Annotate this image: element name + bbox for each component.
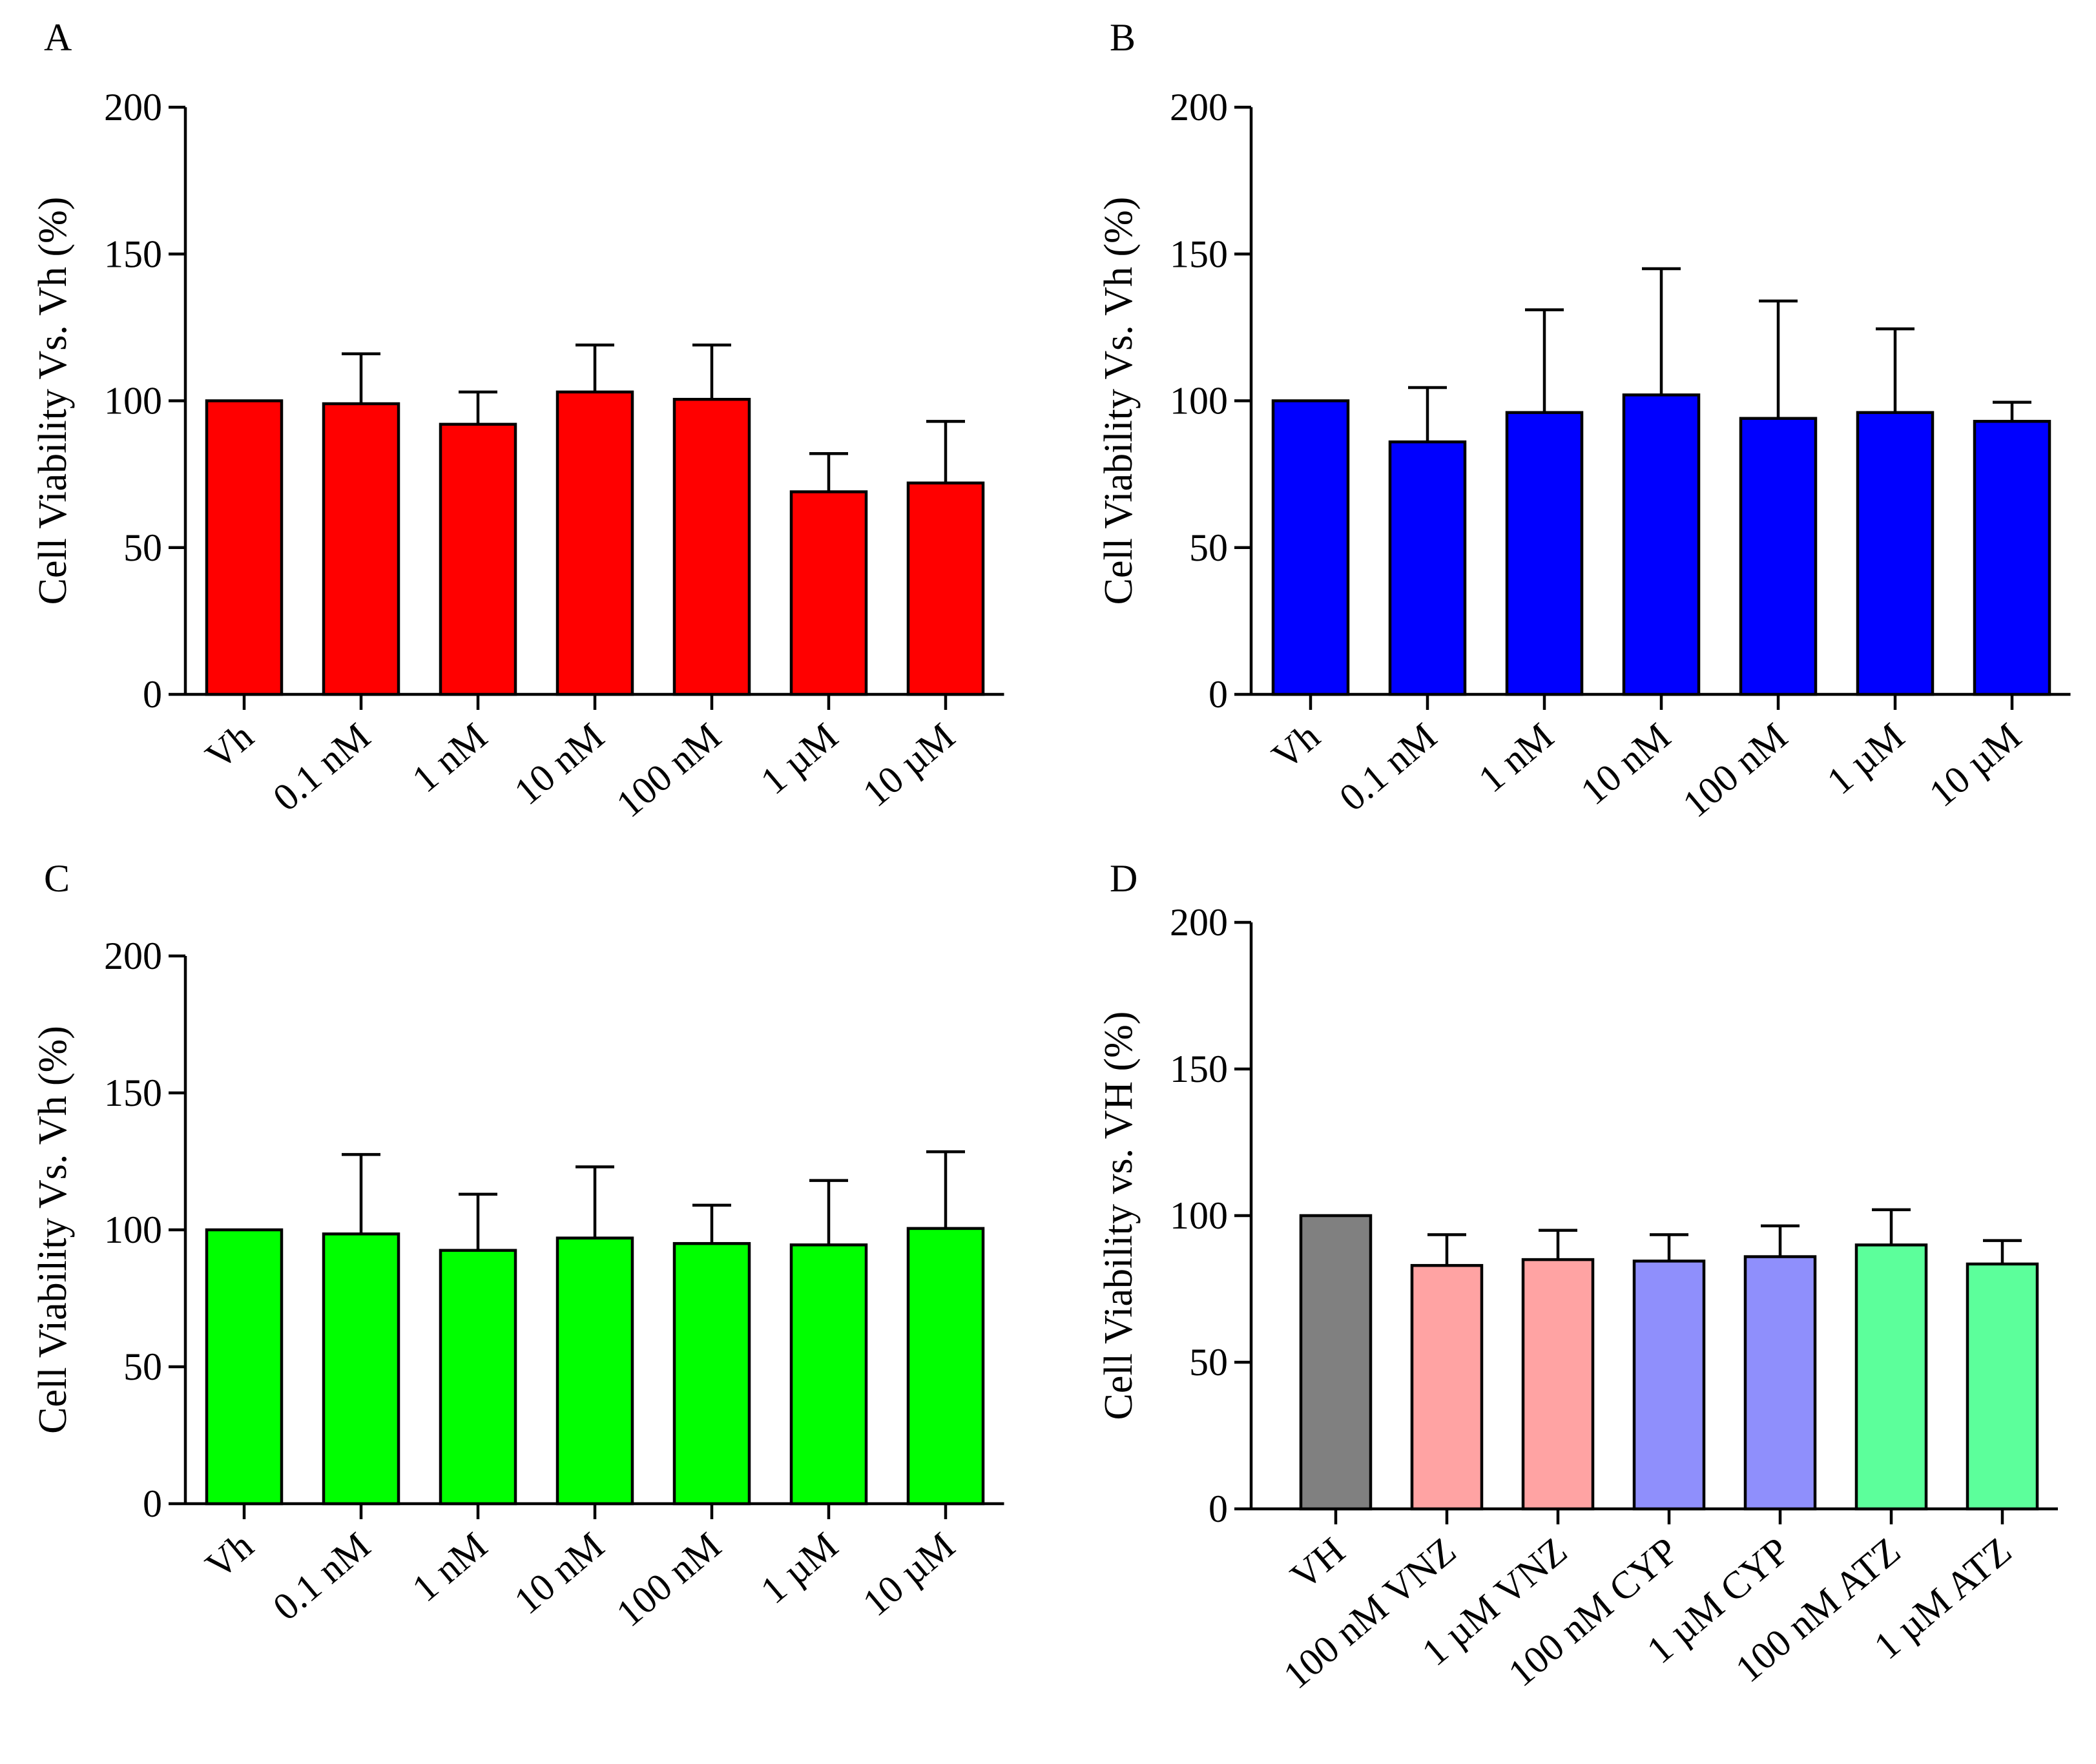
bar	[1271, 399, 1350, 696]
y-axis-title: Cell Viability vs. VH (%)	[1097, 1012, 1141, 1420]
y-tick-label: 0	[143, 673, 162, 716]
bar	[1854, 1243, 1928, 1511]
y-tick-label: 100	[1170, 1194, 1228, 1237]
x-tick-label: Vh	[198, 714, 262, 778]
bar	[672, 397, 751, 696]
bar	[906, 1227, 985, 1506]
bar	[1521, 1258, 1595, 1511]
y-tick-label: 150	[1170, 1048, 1228, 1090]
bar	[1743, 1255, 1817, 1511]
x-tick-label: 10 µM	[855, 714, 962, 815]
bar	[555, 1236, 634, 1506]
panel-label: C	[44, 857, 70, 900]
y-tick-label: 200	[1170, 901, 1228, 944]
y-tick-label: 50	[1189, 526, 1228, 569]
x-tick-label: Vh	[198, 1524, 262, 1587]
x-tick-label: 100 nM	[1675, 714, 1796, 825]
y-tick-label: 200	[104, 935, 162, 977]
x-tick-label: 100 nM	[608, 1524, 729, 1635]
bar	[1299, 1214, 1373, 1511]
x-tick-label: 100 nM	[608, 714, 729, 825]
panel-label: D	[1110, 857, 1137, 900]
bar	[1739, 417, 1818, 696]
bar	[439, 1249, 517, 1506]
bar	[205, 399, 284, 696]
y-tick-label: 100	[104, 380, 162, 422]
x-tick-label: 0.1 nM	[265, 1524, 378, 1628]
bar	[205, 1228, 284, 1506]
bar	[439, 422, 517, 696]
y-axis-title: Cell Viability Vs. Vh (%)	[1097, 197, 1141, 605]
bar	[1966, 1262, 2039, 1511]
bar	[322, 402, 400, 696]
x-tick-label: 1 µM	[752, 1524, 846, 1612]
y-tick-label: 100	[104, 1209, 162, 1251]
bar	[1622, 393, 1701, 696]
panel-b: B Cell Viability Vs. Vh (%) 0 50 100 150 200 Vh…	[1097, 16, 2071, 825]
bar	[555, 390, 634, 696]
bar	[322, 1232, 400, 1506]
y-tick-label: 50	[123, 526, 162, 569]
y-tick-label: 200	[1170, 86, 1228, 129]
x-tick-label: 0.1 nM	[1331, 714, 1444, 819]
x-tick-label: 10 nM	[506, 714, 612, 813]
panel-a: A Cell Viability Vs. Vh (%) 0 50 100 150 200 Vh…	[31, 16, 1004, 825]
y-tick-label: 150	[104, 1072, 162, 1114]
x-tick-label: 10 µM	[855, 1524, 962, 1624]
x-tick-label: VH	[1283, 1529, 1353, 1597]
y-tick-label: 0	[1209, 1488, 1228, 1530]
bar	[1505, 411, 1584, 696]
bar	[906, 481, 985, 696]
y-tick-label: 0	[1209, 673, 1228, 716]
panel-label: A	[44, 16, 72, 59]
y-tick-label: 50	[123, 1345, 162, 1388]
panel-c: C Cell Viability Vs. Vh (%) 0 50 100 150 200 Vh…	[31, 857, 1004, 1635]
y-tick-label: 100	[1170, 380, 1228, 422]
panel-d: D Cell Viability vs. VH (%) 0 50 100 150 200 VH…	[1097, 857, 2058, 1697]
bar	[1632, 1260, 1706, 1511]
x-tick-label: 1 µM	[1819, 714, 1912, 802]
x-tick-label: 1 nM	[404, 1524, 495, 1610]
y-tick-label: 50	[1189, 1341, 1228, 1384]
bar	[672, 1241, 751, 1506]
y-tick-label: 0	[143, 1482, 162, 1525]
y-axis-title: Cell Viability Vs. Vh (%)	[31, 1026, 75, 1434]
bar	[1410, 1263, 1484, 1511]
bar	[789, 1243, 868, 1506]
x-tick-label: 1 nM	[404, 714, 495, 800]
x-tick-label: 0.1 nM	[265, 714, 378, 819]
y-tick-label: 150	[1170, 233, 1228, 275]
x-tick-label: 10 nM	[1573, 714, 1679, 813]
y-tick-label: 150	[104, 233, 162, 275]
x-tick-label: 1 nM	[1471, 714, 1562, 800]
bar	[1388, 440, 1467, 696]
x-tick-label: 10 nM	[506, 1524, 612, 1622]
x-tick-label: Vh	[1264, 714, 1328, 778]
y-axis-title: Cell Viability Vs. Vh (%)	[31, 197, 75, 605]
x-tick-label: 10 µM	[1921, 714, 2029, 815]
panel-label: B	[1110, 16, 1136, 59]
bar	[1973, 420, 2051, 696]
bar	[1856, 411, 1935, 696]
x-tick-label: 1 µM	[752, 714, 846, 802]
bar	[789, 490, 868, 696]
y-tick-label: 200	[104, 86, 162, 129]
